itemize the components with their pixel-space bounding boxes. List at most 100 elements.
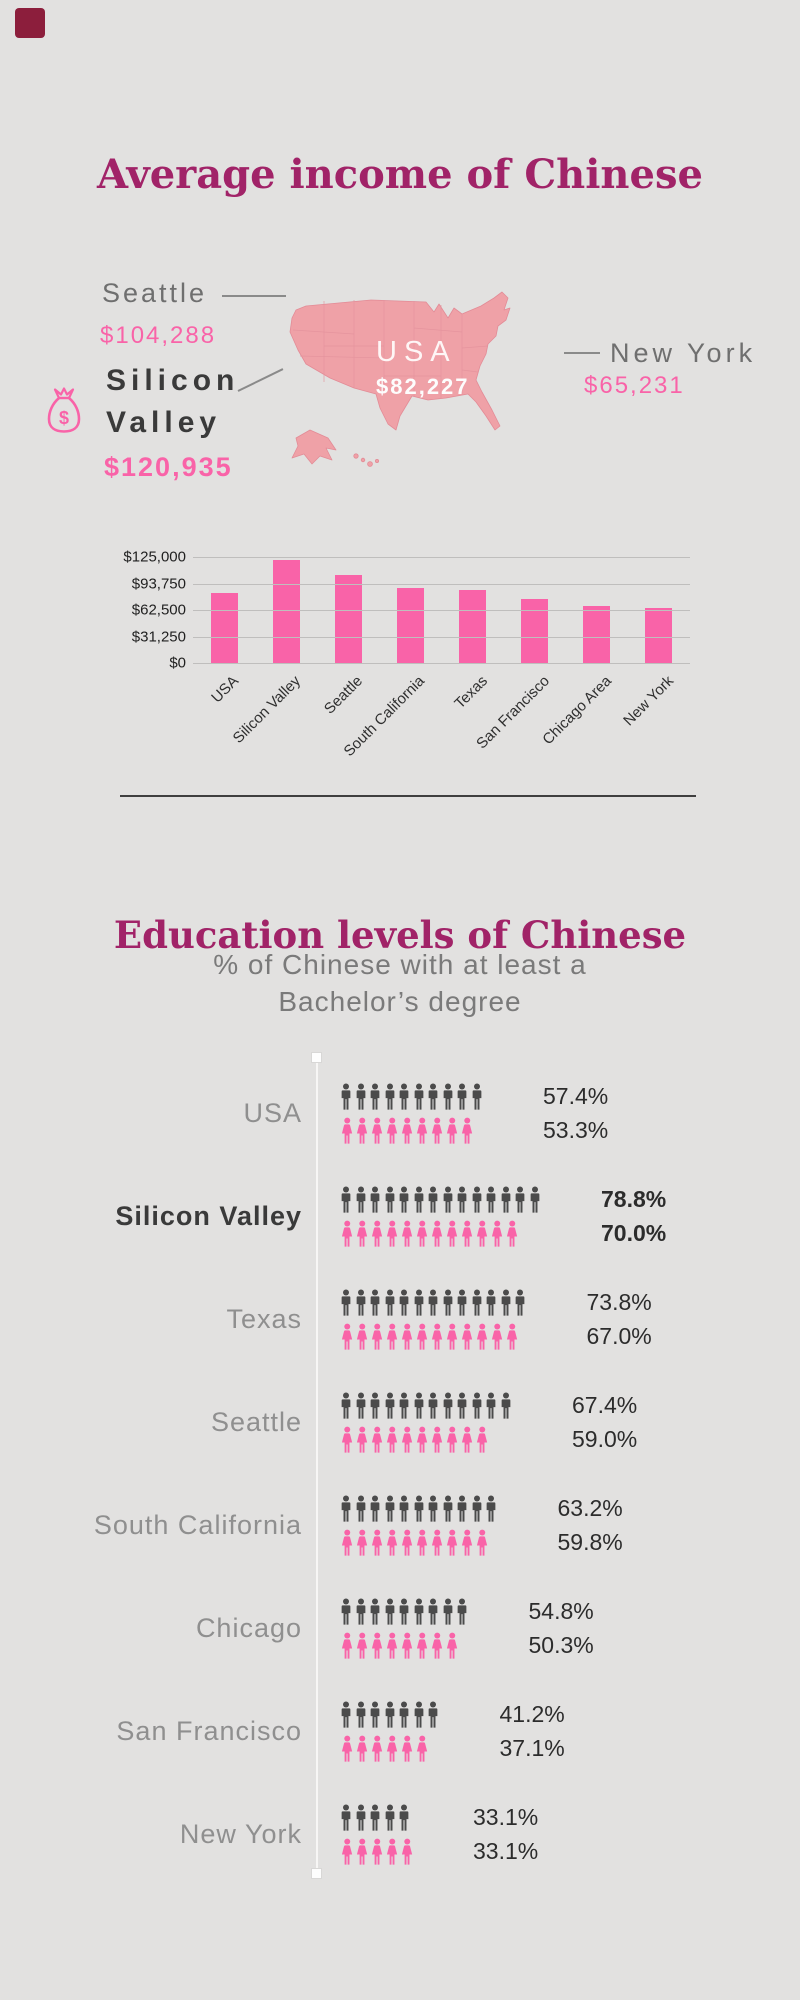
male-person-icon [341,1804,351,1831]
bar-san-francisco [521,598,549,663]
money-bag-icon: $ [47,387,81,433]
male-person-icon [472,1392,481,1419]
female-person-icon [416,1735,428,1762]
woman-icons-row [340,1321,529,1352]
row-label: Seattle [210,1407,302,1437]
female-person-icon [431,1117,443,1144]
male-person-icon [443,1186,452,1213]
usa-map [289,291,511,467]
male-person-icon [341,1186,351,1213]
female-person-icon [461,1426,473,1453]
bar-chicago-area [583,605,611,663]
bar-slot [504,557,566,663]
income-section-title: Average income of Chinese [97,150,703,198]
female-percent: 33.1% [473,1838,539,1864]
pictogram-row-chicago: Chicago 54.8% 50.3% [0,1577,800,1680]
female-person-icon [461,1529,473,1556]
male-person-icon [472,1495,481,1522]
male-person-icon [443,1392,452,1419]
y-axis-tick-label: $125,000 [123,548,186,566]
female-person-icon [341,1426,353,1453]
bar-slot [255,557,317,663]
female-percent: 53.3% [543,1117,609,1143]
male-person-icon [414,1598,423,1625]
female-person-icon [431,1426,443,1453]
male-person-icon [457,1392,467,1419]
male-person-icon [501,1186,510,1213]
selection-handle-bottom [311,1868,322,1879]
female-percent: 59.8% [557,1529,623,1555]
woman-icons-row [340,1836,415,1867]
map-usa-label: USA [376,336,457,368]
man-icons-row [340,1287,529,1318]
female-person-icon [401,1529,413,1556]
man-icons-row [340,1699,442,1730]
male-person-icon [341,1495,351,1522]
row-label: Silicon Valley [115,1201,302,1231]
bar-new-york [645,607,673,663]
bar-south-california [396,588,424,663]
row-label: New York [179,1819,302,1849]
silicon-valley-label-line1: Silicon [106,364,240,397]
male-person-icon [472,1289,481,1316]
woman-icons-row [340,1424,514,1455]
subtitle-line2: Bachelor’s degree [278,986,522,1017]
row-label: Texas [226,1304,302,1334]
female-person-icon [356,1735,368,1762]
male-person-icon [443,1083,452,1110]
male-person-icon [428,1495,438,1522]
row-data: 63.2% 59.8% [340,1493,623,1558]
female-person-icon [341,1323,353,1350]
female-person-icon [416,1529,428,1556]
female-person-icon [371,1838,383,1865]
woman-icons-row [340,1733,442,1764]
usa-map-hawaii [353,453,380,467]
male-person-icon [341,1083,351,1110]
male-person-icon [443,1598,452,1625]
male-person-icon [370,1083,380,1110]
male-person-icon [385,1392,394,1419]
female-percent: 70.0% [601,1220,667,1246]
map-usa-value: $82,227 [376,374,470,399]
newyork-callout-line [564,352,600,354]
male-person-icon [370,1392,380,1419]
male-percent: 33.1% [473,1804,539,1830]
male-person-icon [443,1289,452,1316]
male-person-icon [457,1186,467,1213]
gridline [193,583,690,585]
seattle-callout-line [222,295,286,297]
male-person-icon [399,1701,409,1728]
female-person-icon [371,1426,383,1453]
female-person-icon [356,1529,368,1556]
woman-icons-row [340,1630,471,1661]
male-person-icon [385,1701,394,1728]
female-person-icon [446,1117,458,1144]
pictogram-axis-line [316,1063,318,1873]
female-person-icon [341,1735,353,1762]
bar-texas [459,589,487,663]
female-person-icon [356,1220,368,1247]
female-person-icon [491,1220,503,1247]
male-person-icon [356,1186,365,1213]
female-person-icon [431,1632,443,1659]
female-person-icon [371,1220,383,1247]
male-person-icon [414,1701,423,1728]
woman-icons-row [340,1218,543,1249]
female-person-icon [431,1529,443,1556]
x-axis-tick-label-texas: Texas [450,672,491,713]
male-person-icon [399,1598,409,1625]
male-person-icon [428,1083,438,1110]
male-person-icon [370,1598,380,1625]
pictogram-row-texas: Texas 73.8% 67.0% [0,1268,800,1371]
female-person-icon [431,1323,443,1350]
female-person-icon [416,1220,428,1247]
usa-map-alaska [291,429,337,465]
female-person-icon [446,1632,458,1659]
silicon-valley-callout-value: $120,935 [104,452,233,482]
male-person-icon [341,1701,351,1728]
silicon-valley-label-line2: Valley [106,406,222,439]
newyork-callout-value: $65,231 [584,372,685,399]
row-label: South California [93,1510,302,1540]
row-data: 73.8% 67.0% [340,1287,652,1352]
